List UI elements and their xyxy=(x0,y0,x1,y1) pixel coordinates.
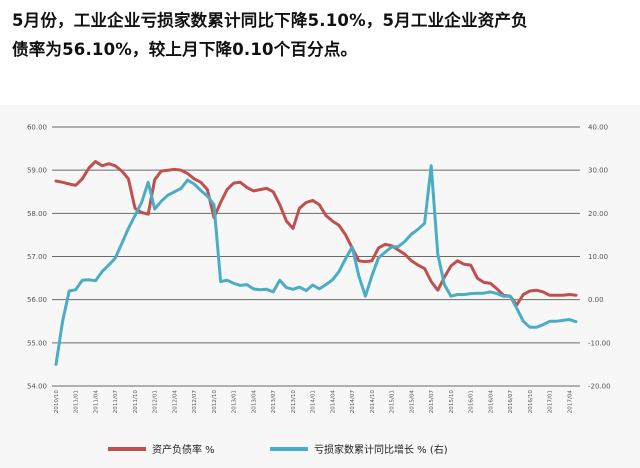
left-axis-ticks: 54.00 55.00 56.00 57.00 58.00 59.00 60.00 xyxy=(27,124,47,391)
headline: 5月份，工业企业亏损家数累计同比下降5.10%，5月工业企业资产负 债率为56.… xyxy=(12,6,624,64)
x-tick-label: 2011/07 xyxy=(113,390,119,414)
x-tick-label: 2016/10 xyxy=(528,390,534,414)
x-tick-label: 2011/01 xyxy=(74,390,80,414)
x-tick-label: 2014/07 xyxy=(350,390,356,414)
chart-panel: 54.00 55.00 56.00 57.00 58.00 59.00 60.00 -20.… xyxy=(0,105,640,468)
legend-label: 资产负债率 % xyxy=(152,443,215,456)
right-tick-label: -10.00 xyxy=(588,339,611,347)
x-tick-label: 2016/01 xyxy=(469,390,475,414)
series-lines xyxy=(54,160,578,366)
loss-growth-line xyxy=(54,164,578,366)
headline-line-1: 5月份，工业企业亏损家数累计同比下降5.10%，5月工业企业资产负 xyxy=(12,11,528,30)
x-tick-label: 2015/01 xyxy=(390,390,396,414)
x-tick-label: 2013/07 xyxy=(271,390,277,414)
x-tick-label: 2016/07 xyxy=(508,390,514,414)
x-tick-label: 2014/01 xyxy=(311,390,317,414)
x-tick-label: 2013/04 xyxy=(251,390,257,414)
right-tick-label: -20.00 xyxy=(588,383,611,391)
left-tick-label: 58.00 xyxy=(27,210,47,218)
x-tick-label: 2013/10 xyxy=(291,390,297,414)
left-tick-label: 54.00 xyxy=(27,383,47,391)
right-axis-ticks: -20.00 -10.00 0.00 10.00 20.00 30.00 40.00 xyxy=(588,124,611,391)
left-tick-label: 56.00 xyxy=(27,296,47,304)
x-axis-ticks: 2010/10 2011/01 2011/04 2011/07 2011/10 2012/… xyxy=(54,390,573,414)
line-chart: 54.00 55.00 56.00 57.00 58.00 59.00 60.00 -20.… xyxy=(27,124,611,457)
legend: 资产负债率 % 亏损家数累计同比增长 % (右) xyxy=(108,443,448,456)
left-tick-label: 55.00 xyxy=(27,339,47,347)
x-tick-label: 2015/07 xyxy=(429,390,435,414)
x-tick-label: 2013/01 xyxy=(232,390,238,414)
right-tick-label: 10.00 xyxy=(588,253,608,261)
x-tick-label: 2012/01 xyxy=(153,390,159,414)
right-tick-label: 30.00 xyxy=(588,167,608,175)
grid-lines xyxy=(52,126,580,387)
headline-line-2: 债率为56.10%，较上月下降0.10个百分点。 xyxy=(12,40,358,59)
left-tick-label: 59.00 xyxy=(27,167,47,175)
x-tick-label: 2015/10 xyxy=(449,390,455,414)
x-tick-label: 2017/01 xyxy=(548,390,554,414)
legend-label: 亏损家数累计同比增长 % (右) xyxy=(314,443,448,456)
x-tick-label: 2012/04 xyxy=(172,390,178,414)
x-tick-label: 2012/10 xyxy=(212,390,218,414)
debt-ratio-line xyxy=(54,160,578,307)
right-tick-label: 40.00 xyxy=(588,124,608,132)
left-tick-label: 60.00 xyxy=(27,124,47,132)
x-tick-label: 2011/10 xyxy=(133,390,139,414)
x-tick-label: 2017/04 xyxy=(567,390,573,414)
x-tick-label: 2014/04 xyxy=(330,390,336,414)
x-tick-label: 2016/04 xyxy=(488,390,494,414)
x-tick-label: 2011/04 xyxy=(93,390,99,414)
right-tick-label: 0.00 xyxy=(588,296,604,304)
x-tick-label: 2014/10 xyxy=(370,390,376,414)
x-tick-label: 2010/10 xyxy=(54,390,60,414)
x-tick-label: 2012/07 xyxy=(192,390,198,414)
right-tick-label: 20.00 xyxy=(588,210,608,218)
x-tick-label: 2015/04 xyxy=(409,390,415,414)
left-tick-label: 57.00 xyxy=(27,253,47,261)
